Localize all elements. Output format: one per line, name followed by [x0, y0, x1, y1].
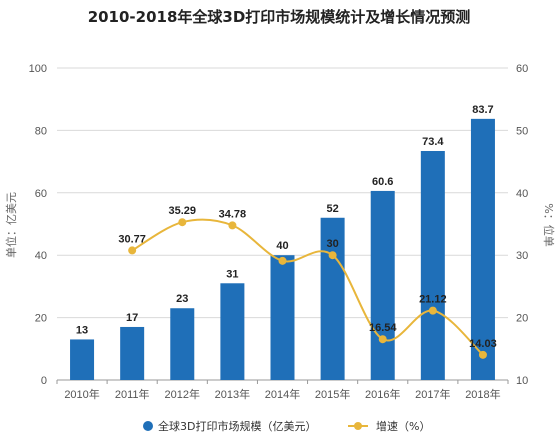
bar	[370, 190, 395, 380]
x-tick-label: 2010年	[64, 387, 99, 401]
legend-bar-marker	[143, 421, 153, 431]
legend: 全球3D打印市场规模（亿美元） 增速（%）	[143, 419, 430, 433]
x-tick-label: 2014年	[265, 387, 300, 401]
right-axis-label: %：位单	[542, 203, 556, 246]
x-tick-label: 2012年	[165, 387, 200, 401]
x-tick-label: 2013年	[215, 387, 250, 401]
line-value-label: 14.03	[469, 338, 497, 350]
legend-line-marker-dot	[354, 422, 362, 430]
left-tick-label: 80	[35, 125, 47, 137]
bar	[120, 326, 145, 380]
bar-value-labels: 13 17 23 31 40 52 60.6 73.4 83.7	[76, 104, 494, 337]
left-tick-label: 40	[35, 250, 47, 262]
line-point	[128, 246, 137, 255]
right-tick-label: 30	[516, 250, 528, 262]
bar	[470, 118, 495, 380]
bar-value-label: 17	[126, 312, 138, 324]
bar-series	[70, 118, 495, 380]
x-tick-label: 2016年	[365, 387, 400, 401]
bar-value-label: 40	[276, 240, 288, 252]
line-value-label: 21.12	[419, 294, 447, 306]
bar	[270, 255, 295, 380]
line-value-label: 30.77	[118, 233, 146, 245]
x-tick-label: 2018年	[465, 387, 500, 401]
right-tick-label: 10	[516, 375, 528, 387]
bar-value-label: 31	[226, 268, 238, 280]
x-tick-label: 2017年	[415, 387, 450, 401]
line-point	[228, 221, 237, 230]
bar	[170, 308, 195, 380]
legend-line-label: 增速（%）	[376, 419, 430, 433]
legend-bar-label: 全球3D打印市场规模（亿美元）	[158, 419, 316, 433]
line-value-label: 16.54	[369, 322, 397, 334]
bar	[220, 283, 245, 380]
bar-value-label: 60.6	[372, 176, 393, 188]
line-series	[128, 218, 487, 359]
x-tick-label: 2011年	[115, 387, 150, 401]
line-point	[378, 335, 387, 344]
left-axis-ticks: 0 20 40 60 80 100	[29, 63, 47, 387]
line-point	[178, 218, 187, 227]
right-tick-label: 40	[516, 188, 528, 200]
x-axis-ticks: 2010年 2011年 2012年 2013年 2014年 2015年 2016年 2017年…	[56, 380, 509, 401]
line-point	[478, 350, 487, 359]
line-value-labels: 30.77 35.29 34.78 30 16.54 21.12 14.03	[118, 205, 496, 350]
right-tick-label: 60	[516, 63, 528, 75]
growth-line	[131, 218, 484, 356]
left-axis-label: 单位：亿美元	[4, 192, 18, 258]
right-axis-ticks: 10 20 30 40 50 60	[516, 63, 528, 387]
x-tick-label: 2015年	[315, 387, 350, 401]
chart-title: 2010-2018年全球3D打印市场规模统计及增长情况预测	[88, 8, 471, 26]
left-tick-label: 60	[35, 188, 47, 200]
bar	[70, 339, 95, 380]
bar	[420, 150, 445, 380]
bar-value-label: 52	[326, 203, 338, 215]
left-tick-label: 20	[35, 313, 47, 325]
right-tick-label: 20	[516, 313, 528, 325]
bar-value-label: 13	[76, 324, 88, 336]
bar-value-label: 23	[176, 293, 188, 305]
line-point	[278, 256, 287, 265]
bar	[320, 217, 345, 380]
right-tick-label: 50	[516, 125, 528, 137]
line-value-label: 35.29	[169, 205, 197, 217]
left-tick-label: 0	[41, 375, 47, 387]
line-value-label: 34.78	[219, 208, 247, 220]
left-tick-label: 100	[29, 63, 47, 75]
line-point	[328, 251, 337, 260]
bar-value-label: 83.7	[472, 104, 493, 116]
bar-value-label: 73.4	[422, 136, 444, 148]
line-point	[428, 306, 437, 315]
line-value-label: 30	[326, 238, 338, 250]
